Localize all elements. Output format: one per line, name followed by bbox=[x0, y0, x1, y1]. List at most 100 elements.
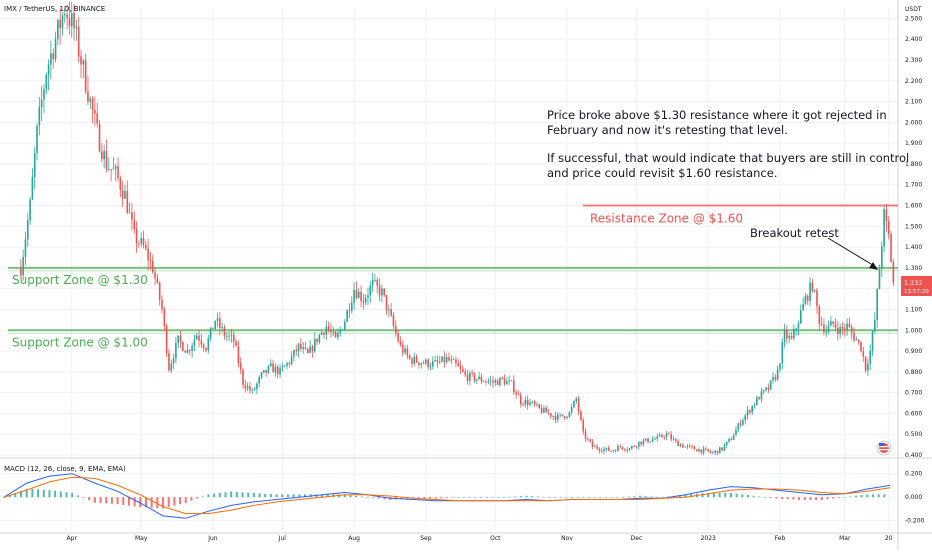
candle-down bbox=[436, 359, 439, 363]
candle-down bbox=[885, 209, 888, 222]
candle-down bbox=[182, 342, 184, 351]
candle-up bbox=[353, 290, 355, 303]
price-tick-label: 0.600 bbox=[905, 410, 922, 417]
candle-up bbox=[246, 386, 249, 389]
candle-down bbox=[522, 403, 524, 405]
currency-label: USDT bbox=[905, 6, 922, 13]
candle-down bbox=[394, 325, 397, 333]
candle-down bbox=[399, 341, 402, 345]
candle-up bbox=[788, 336, 791, 339]
candle-up bbox=[531, 401, 534, 403]
candle-down bbox=[540, 408, 543, 413]
candle-up bbox=[612, 450, 615, 452]
macd-histogram-bar bbox=[133, 497, 136, 507]
candle-up bbox=[63, 14, 66, 16]
candle-down bbox=[455, 359, 457, 364]
price-tick-label: 2.200 bbox=[905, 78, 922, 85]
candle-up bbox=[804, 295, 807, 304]
candle-up bbox=[195, 335, 198, 340]
macd-histogram-bar bbox=[508, 496, 511, 498]
candle-up bbox=[309, 346, 311, 353]
candle-down bbox=[110, 169, 112, 170]
candle-up bbox=[575, 398, 578, 401]
macd-histogram-bar bbox=[218, 492, 221, 498]
candle-up bbox=[253, 389, 256, 390]
candle-up bbox=[434, 359, 436, 362]
macd-histogram-bar bbox=[497, 497, 500, 498]
macd-histogram-bar bbox=[224, 492, 227, 498]
candle-down bbox=[598, 448, 601, 451]
time-tick-label: Nov bbox=[561, 535, 573, 542]
flag-badge-icon[interactable] bbox=[876, 440, 892, 456]
candle-down bbox=[144, 245, 147, 249]
price-tick-label: 1.500 bbox=[905, 223, 922, 230]
candle-down bbox=[316, 338, 318, 342]
price-tick-label: 2.000 bbox=[905, 119, 922, 126]
candle-up bbox=[813, 290, 816, 292]
candle-up bbox=[654, 438, 656, 440]
macd-histogram-bar bbox=[82, 497, 85, 498]
macd-histogram-bar bbox=[633, 496, 636, 498]
candle-up bbox=[193, 339, 196, 346]
candle-down bbox=[473, 373, 476, 381]
macd-histogram-bar bbox=[241, 492, 244, 498]
candle-down bbox=[179, 335, 182, 343]
current-price-value: 1.232 bbox=[904, 279, 923, 287]
price-tick-label: 1.400 bbox=[905, 244, 922, 251]
macd-histogram-bar bbox=[684, 494, 687, 498]
candle-down bbox=[700, 449, 703, 453]
candle-up bbox=[337, 332, 339, 338]
candle-down bbox=[223, 327, 226, 337]
macd-histogram-bar bbox=[196, 497, 199, 499]
candle-up bbox=[744, 415, 747, 421]
candle-down bbox=[589, 439, 591, 442]
candle-down bbox=[786, 329, 788, 339]
price-tick-label: 0.400 bbox=[905, 452, 922, 459]
macd-histogram-bar bbox=[423, 497, 426, 499]
candle-down bbox=[408, 355, 411, 359]
candle-down bbox=[200, 340, 203, 345]
macd-histogram-bar bbox=[190, 497, 193, 501]
candle-down bbox=[561, 414, 564, 417]
macd-histogram-bar bbox=[326, 494, 329, 498]
macd-histogram-bar bbox=[247, 492, 250, 498]
price-tick-label: 0.900 bbox=[905, 348, 922, 355]
macd-histogram-bar bbox=[747, 495, 750, 498]
candle-down bbox=[591, 441, 594, 447]
candle-down bbox=[691, 445, 693, 447]
candle-down bbox=[165, 325, 168, 354]
current-price-badge: 1.232 13:57:20 bbox=[901, 276, 932, 296]
macd-histogram-bar bbox=[559, 497, 562, 498]
candle-up bbox=[61, 15, 64, 29]
candle-down bbox=[443, 356, 446, 363]
candle-up bbox=[216, 318, 219, 321]
candle-down bbox=[163, 309, 166, 326]
macd-histogram-bar bbox=[20, 490, 23, 498]
analysis-note: Price broke above $1.30 resistance where… bbox=[547, 108, 909, 180]
breakout-arrow bbox=[827, 237, 878, 270]
candle-down bbox=[20, 267, 22, 276]
candle-down bbox=[864, 356, 867, 371]
macd-histogram-bar bbox=[644, 496, 647, 498]
candle-up bbox=[70, 13, 73, 27]
candle-up bbox=[283, 365, 286, 367]
candle-up bbox=[536, 404, 538, 405]
candle-up bbox=[506, 381, 508, 385]
candle-up bbox=[825, 331, 828, 333]
candle-down bbox=[448, 357, 450, 361]
macd-histogram-bar bbox=[616, 497, 619, 498]
candle-down bbox=[749, 410, 751, 413]
candle-up bbox=[665, 433, 668, 438]
candle-down bbox=[466, 374, 469, 381]
candle-up bbox=[702, 448, 705, 453]
macd-histogram-bar bbox=[701, 493, 704, 498]
candle-down bbox=[334, 331, 337, 338]
time-tick-label: Mar bbox=[839, 535, 851, 542]
macd-histogram-bar bbox=[775, 497, 778, 499]
macd-histogram-bar bbox=[116, 497, 119, 505]
macd-histogram-bar bbox=[622, 496, 625, 498]
candle-up bbox=[24, 239, 27, 257]
macd-histogram-bar bbox=[162, 497, 165, 509]
candle-up bbox=[802, 303, 804, 311]
